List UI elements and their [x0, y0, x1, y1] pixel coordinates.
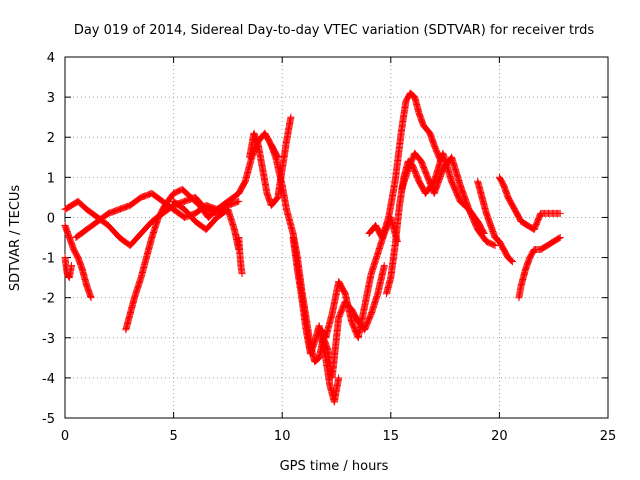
series-track-4	[72, 129, 282, 241]
x-axis-label: GPS time / hours	[280, 459, 389, 474]
chart-title: Day 019 of 2014, Sidereal Day-to-day VTE…	[74, 23, 595, 38]
series-track-17	[495, 238, 516, 266]
series-track-7	[235, 234, 246, 278]
series-markers	[365, 89, 445, 241]
series-markers	[515, 234, 564, 302]
y-tick-label: 4	[47, 51, 55, 66]
series-track-3	[61, 254, 76, 282]
y-tick-label: -4	[42, 372, 55, 387]
y-tick-label: -2	[42, 292, 55, 307]
x-tick-label: 15	[383, 429, 400, 444]
y-tick-label: -1	[42, 252, 55, 267]
series-markers	[61, 222, 95, 302]
x-tick-label: 5	[169, 429, 177, 444]
series-markers	[474, 177, 503, 246]
x-tick-label: 25	[600, 429, 617, 444]
x-tick-label: 10	[274, 429, 291, 444]
series-markers	[235, 234, 246, 278]
series-markers	[495, 173, 564, 233]
y-tick-label: 3	[47, 91, 55, 106]
data-series	[61, 89, 564, 406]
y-tick-label: -3	[42, 332, 55, 347]
y-tick-label: 1	[47, 171, 55, 186]
x-tick-label: 0	[61, 429, 69, 444]
series-track-16	[495, 173, 564, 233]
series-markers	[398, 149, 499, 250]
series-track-15	[474, 177, 503, 246]
series-track-18	[515, 234, 564, 302]
series-markers	[289, 234, 343, 406]
series-track-10	[289, 234, 343, 406]
series-track-12	[365, 89, 445, 241]
x-tick-label: 20	[491, 429, 508, 444]
y-tick-label: 2	[47, 131, 55, 146]
series-track-14	[398, 149, 499, 250]
y-axis-label: SDTVAR / TECUs	[8, 185, 23, 292]
series-markers	[72, 129, 282, 241]
plot-frame	[64, 56, 609, 419]
series-markers	[495, 238, 516, 266]
y-tick-label: 0	[47, 211, 55, 226]
axis-ticks: 0 5 10 15 20 25 -5 -4 -3 -2 -1 0 1 2 3 4	[42, 51, 616, 444]
series-track-5	[122, 185, 232, 334]
y-tick-label: -5	[42, 412, 55, 427]
series-markers	[61, 254, 76, 282]
series-markers	[122, 185, 232, 334]
series-track-2	[61, 222, 95, 302]
plot-border	[64, 56, 609, 419]
